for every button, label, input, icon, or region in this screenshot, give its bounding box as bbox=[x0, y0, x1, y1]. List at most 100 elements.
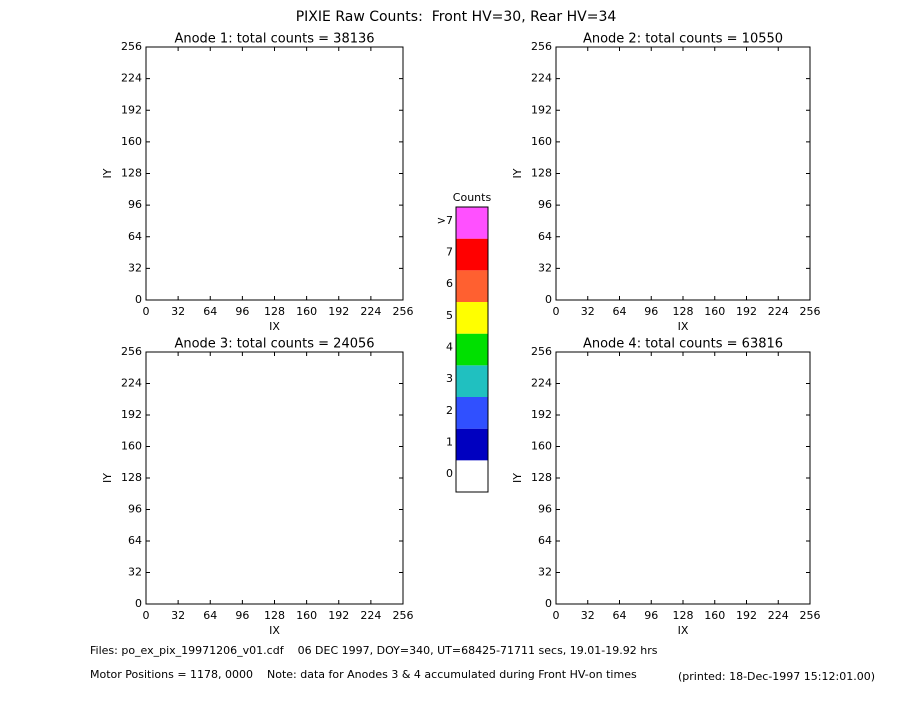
colorbar-swatch bbox=[456, 270, 488, 302]
y-tick-label: 224 bbox=[531, 72, 552, 85]
x-tick-label: 160 bbox=[704, 305, 725, 318]
y-tick-label: 256 bbox=[531, 345, 552, 358]
y-tick-label: 32 bbox=[538, 261, 552, 274]
x-tick-label: 128 bbox=[673, 305, 694, 318]
y-axis-label: IY bbox=[101, 473, 114, 483]
x-tick-label: 0 bbox=[143, 305, 150, 318]
y-tick-label: 64 bbox=[128, 230, 142, 243]
y-tick-label: 192 bbox=[531, 408, 552, 421]
x-tick-label: 0 bbox=[553, 305, 560, 318]
y-tick-label: 0 bbox=[545, 597, 552, 610]
y-tick-label: 128 bbox=[121, 471, 142, 484]
y-tick-label: 192 bbox=[121, 408, 142, 421]
x-axis-label: IX bbox=[269, 320, 280, 333]
colorbar-label: 7 bbox=[446, 246, 453, 259]
x-tick-label: 96 bbox=[644, 305, 658, 318]
y-tick-label: 0 bbox=[135, 597, 142, 610]
y-tick-label: 64 bbox=[128, 534, 142, 547]
y-tick-label: 64 bbox=[538, 230, 552, 243]
y-tick-label: 64 bbox=[538, 534, 552, 547]
y-tick-label: 224 bbox=[121, 72, 142, 85]
colorbar-swatch bbox=[456, 302, 488, 334]
colorbar-label: 1 bbox=[446, 436, 453, 449]
colorbar-label: 5 bbox=[446, 309, 453, 322]
colorbar-swatch bbox=[456, 365, 488, 397]
y-tick-label: 96 bbox=[128, 503, 142, 516]
x-tick-label: 128 bbox=[673, 609, 694, 622]
page-title: PIXIE Raw Counts: Front HV=30, Rear HV=3… bbox=[296, 9, 617, 25]
colorbar-label: 6 bbox=[446, 277, 453, 290]
y-tick-label: 160 bbox=[531, 440, 552, 453]
colorbar-label: 4 bbox=[446, 341, 453, 354]
x-tick-label: 64 bbox=[613, 609, 627, 622]
y-tick-label: 192 bbox=[531, 103, 552, 116]
x-tick-label: 128 bbox=[264, 609, 285, 622]
footer-files: Files: po_ex_pix_19971206_v01.cdf 06 DEC… bbox=[90, 644, 658, 657]
x-tick-label: 32 bbox=[171, 305, 185, 318]
colorbar-swatch bbox=[456, 207, 488, 239]
footer-motor: Motor Positions = 1178, 0000 Note: data … bbox=[90, 668, 637, 681]
x-tick-label: 160 bbox=[296, 305, 317, 318]
y-tick-label: 96 bbox=[128, 198, 142, 211]
x-tick-label: 224 bbox=[768, 305, 789, 318]
colorbar-label: 0 bbox=[446, 467, 453, 480]
y-tick-label: 0 bbox=[135, 293, 142, 306]
y-tick-label: 32 bbox=[128, 261, 142, 274]
colorbar-swatch bbox=[456, 428, 488, 461]
x-tick-label: 32 bbox=[581, 305, 595, 318]
panel-title: Anode 1: total counts = 38136 bbox=[174, 32, 374, 47]
colorbar-swatch bbox=[456, 333, 488, 366]
y-tick-label: 160 bbox=[531, 135, 552, 148]
x-tick-label: 256 bbox=[800, 305, 821, 318]
y-tick-label: 128 bbox=[531, 167, 552, 180]
y-tick-label: 128 bbox=[531, 471, 552, 484]
y-tick-label: 256 bbox=[121, 40, 142, 53]
colorbar-swatch bbox=[456, 238, 488, 271]
x-tick-label: 256 bbox=[800, 609, 821, 622]
x-tick-label: 32 bbox=[581, 609, 595, 622]
x-tick-label: 192 bbox=[328, 305, 349, 318]
y-axis-label: IY bbox=[511, 168, 524, 178]
x-tick-label: 96 bbox=[235, 305, 249, 318]
colorbar-label: 2 bbox=[446, 404, 453, 417]
x-tick-label: 0 bbox=[553, 609, 560, 622]
x-tick-label: 160 bbox=[704, 609, 725, 622]
y-tick-label: 256 bbox=[121, 345, 142, 358]
y-tick-label: 256 bbox=[531, 40, 552, 53]
x-axis-label: IX bbox=[678, 320, 689, 333]
colorbar-frame bbox=[455, 206, 489, 493]
y-tick-label: 96 bbox=[538, 198, 552, 211]
y-tick-label: 32 bbox=[128, 566, 142, 579]
y-tick-label: 160 bbox=[121, 135, 142, 148]
colorbar-title: Counts bbox=[453, 191, 492, 204]
y-tick-label: 32 bbox=[538, 566, 552, 579]
y-axis-label: IY bbox=[101, 168, 114, 178]
x-tick-label: 192 bbox=[736, 305, 757, 318]
y-tick-label: 160 bbox=[121, 440, 142, 453]
x-tick-label: 128 bbox=[264, 305, 285, 318]
colorbar-swatch bbox=[456, 397, 488, 429]
x-tick-label: 224 bbox=[360, 609, 381, 622]
x-tick-label: 192 bbox=[736, 609, 757, 622]
x-tick-label: 96 bbox=[235, 609, 249, 622]
x-tick-label: 96 bbox=[644, 609, 658, 622]
x-tick-label: 64 bbox=[203, 609, 217, 622]
y-tick-label: 96 bbox=[538, 503, 552, 516]
x-axis-label: IX bbox=[269, 624, 280, 637]
x-tick-label: 192 bbox=[328, 609, 349, 622]
x-axis-label: IX bbox=[678, 624, 689, 637]
panel-title: Anode 3: total counts = 24056 bbox=[174, 337, 374, 352]
x-tick-label: 32 bbox=[171, 609, 185, 622]
y-tick-label: 0 bbox=[545, 293, 552, 306]
y-tick-label: 192 bbox=[121, 103, 142, 116]
panel-title: Anode 4: total counts = 63816 bbox=[583, 337, 783, 352]
y-tick-label: 128 bbox=[121, 167, 142, 180]
footer-printed: (printed: 18-Dec-1997 15:12:01.00) bbox=[678, 670, 875, 683]
x-tick-label: 64 bbox=[203, 305, 217, 318]
x-tick-label: 256 bbox=[393, 609, 414, 622]
colorbar-label: 3 bbox=[446, 372, 453, 385]
x-tick-label: 0 bbox=[143, 609, 150, 622]
x-tick-label: 224 bbox=[768, 609, 789, 622]
